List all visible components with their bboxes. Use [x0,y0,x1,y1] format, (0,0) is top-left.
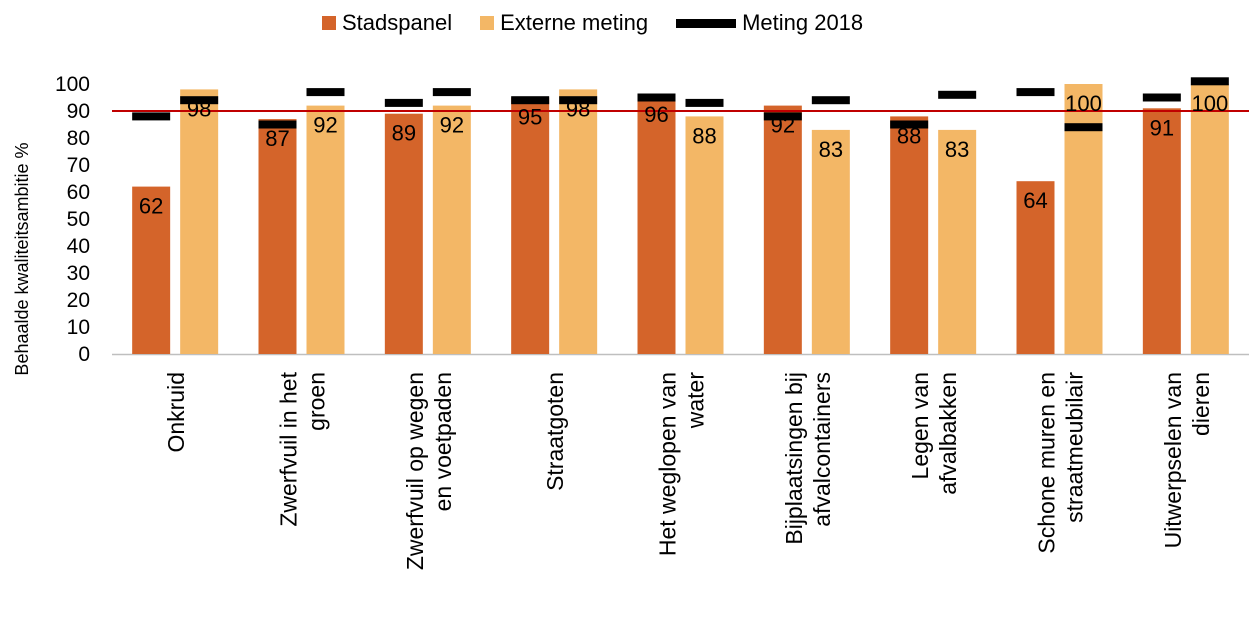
category-label: afvalbakken [935,372,961,495]
data-label-stadspanel: 64 [1023,188,1047,213]
marker-2018-externe [1064,123,1103,132]
legend-item-externe: Externe meting [480,10,648,36]
category-label: Onkruid [163,372,189,453]
legend-swatch-meting [676,18,737,28]
bar-stadspanel [132,186,171,354]
data-label-stadspanel: 92 [771,113,795,138]
bar-externe [811,129,850,354]
category-label: straatmeubilair [1062,372,1088,523]
bar-externe [306,105,345,354]
marker-2018-stadspanel [1016,88,1055,97]
bar-stadspanel [1016,181,1055,354]
y-tick-label: 30 [67,262,90,285]
category-label: Straatgoten [542,372,568,491]
y-tick-label: 100 [55,73,90,96]
category-label: Bijplaatsingen bij [781,372,807,545]
data-label-externe: 98 [187,96,211,121]
bar-stadspanel [258,119,297,354]
y-tick-label: 60 [67,181,90,204]
data-label-externe: 98 [566,96,590,121]
y-tick-label: 80 [67,127,90,150]
data-label-stadspanel: 88 [897,123,921,148]
bar-stadspanel [763,105,802,354]
data-label-externe: 100 [1065,91,1102,116]
y-tick-label: 40 [67,235,90,258]
bar-externe [559,89,598,355]
legend-swatch-externe [480,16,495,30]
marker-2018-externe [938,90,977,99]
data-label-externe: 92 [440,113,464,138]
y-tick-label: 10 [67,316,90,339]
data-label-externe: 100 [1191,91,1228,116]
marker-2018-stadspanel [1142,93,1181,102]
legend-label-meting: Meting 2018 [742,10,864,35]
category-label: Zwerfvuil in het [276,371,302,526]
legend-item-meting: Meting 2018 [676,10,863,36]
marker-2018-stadspanel [763,112,802,121]
data-label-stadspanel: 95 [518,105,542,130]
y-tick-label: 90 [67,100,90,123]
marker-2018-stadspanel [132,112,171,121]
bar-stadspanel [1142,108,1181,354]
category-label: afvalcontainers [809,372,835,527]
marker-2018-stadspanel [890,120,929,129]
category-label: Schone muren en [1034,372,1060,554]
marker-2018-externe [180,96,219,105]
marker-2018-stadspanel [511,96,550,105]
legend-label-stadspanel: Stadspanel [342,10,453,35]
legend: Stadspanel Externe meting Meting 2018 [322,10,863,36]
legend-swatch-stadspanel [322,16,336,30]
data-label-stadspanel: 62 [139,194,163,219]
legend-item-stadspanel: Stadspanel [322,10,452,36]
marker-2018-externe [811,96,850,105]
marker-2018-externe [685,98,724,107]
bar-externe [180,89,219,355]
y-tick-label: 20 [67,289,90,312]
category-label: en voetpaden [430,372,456,511]
data-label-stadspanel: 87 [265,126,289,151]
bar-externe [685,116,724,355]
marker-2018-externe [1190,77,1229,86]
bar-externe [1190,84,1229,354]
y-axis-title: Behaalde kwaliteitsambitie % [12,142,32,375]
y-tick-label: 50 [67,208,90,231]
marker-2018-stadspanel [258,120,297,129]
data-label-externe: 83 [945,137,969,162]
data-label-externe: 83 [819,137,843,162]
bar-stadspanel [511,97,550,354]
y-tick-label: 70 [67,154,90,177]
data-label-stadspanel: 91 [1150,115,1174,140]
category-label: water [683,372,709,430]
data-label-stadspanel: 96 [644,102,668,127]
bar-externe [432,105,471,354]
y-tick-label: 0 [78,343,90,366]
bar-stadspanel [890,116,929,355]
data-label-externe: 88 [692,123,716,148]
marker-2018-externe [432,88,471,97]
marker-2018-externe [306,88,345,97]
data-label-stadspanel: 89 [392,121,416,146]
category-label: groen [304,372,330,431]
data-label-externe: 92 [313,113,337,138]
legend-label-externe: Externe meting [500,10,649,35]
marker-2018-externe [559,96,598,105]
category-label: dieren [1188,372,1214,436]
bar-stadspanel [384,113,423,354]
bar-stadspanel [637,94,676,355]
category-label: Zwerfvuil op wegen [402,372,428,570]
category-label: Uitwerpselen van [1160,372,1186,548]
marker-2018-stadspanel [637,93,676,102]
marker-2018-stadspanel [384,98,423,107]
category-label: Legen van [907,372,933,479]
category-label: Het weglopen van [655,372,681,556]
bar-externe [938,129,977,354]
